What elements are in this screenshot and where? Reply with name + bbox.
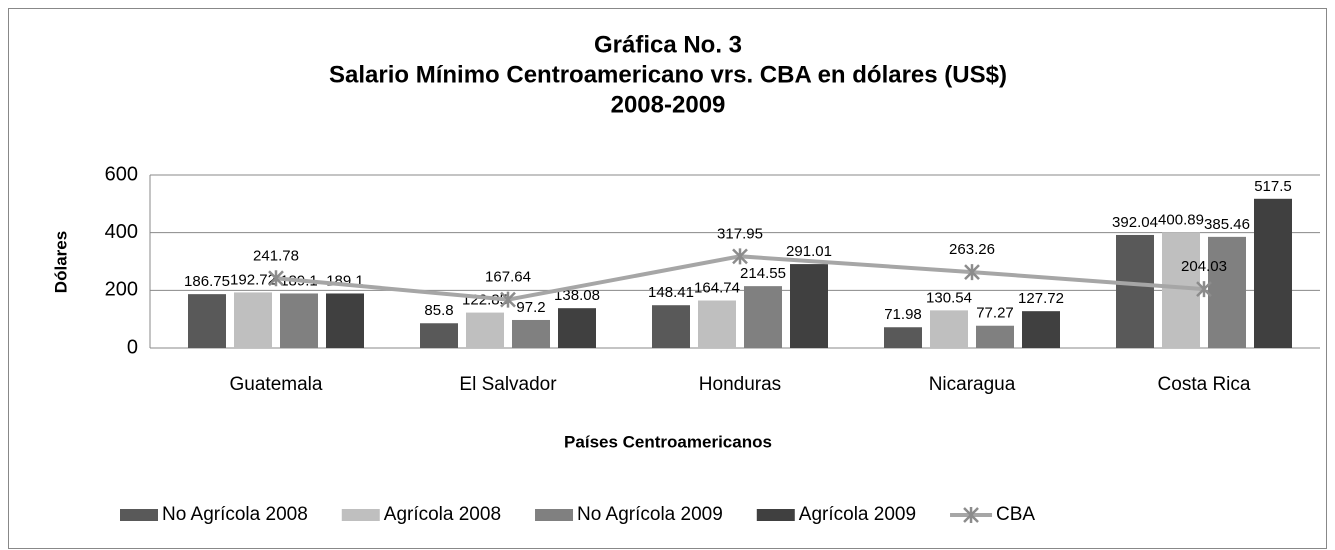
data-label: 138.08 [554, 287, 600, 304]
data-label: 400.89 [1158, 211, 1204, 228]
data-label: 263.26 [949, 241, 995, 258]
x-tick-label: El Salvador [459, 374, 557, 395]
bar [1254, 198, 1292, 348]
legend-label: No Agrícola 2008 [162, 504, 308, 525]
bar [466, 312, 504, 348]
line-marker [732, 248, 748, 265]
data-label: 291.01 [786, 243, 832, 260]
x-tick-label: Guatemala [230, 374, 323, 395]
legend-swatch [341, 509, 380, 521]
bar [1208, 236, 1246, 348]
legend-label: No Agrícola 2009 [577, 504, 723, 525]
line-marker [1196, 281, 1212, 298]
data-label: 517.5 [1254, 178, 1292, 195]
y-tick-label: 0 [127, 336, 138, 358]
y-tick-label: 400 [105, 221, 138, 243]
chart-title: Gráfica No. 3 [594, 31, 742, 58]
bar [1116, 234, 1154, 348]
bar [652, 305, 690, 348]
bar [744, 286, 782, 348]
data-label: 97.2 [516, 299, 545, 316]
bar [1022, 311, 1060, 348]
legend-label: Agrícola 2009 [799, 504, 916, 525]
x-tick-label: Costa Rica [1158, 374, 1251, 395]
bar [420, 323, 458, 348]
data-label: 167.64 [485, 269, 531, 286]
data-label: 385.46 [1204, 216, 1250, 233]
x-tick-label: Nicaragua [929, 374, 1016, 395]
bar [558, 308, 596, 348]
data-label: 71.98 [884, 306, 922, 323]
data-label: 77.27 [976, 305, 1014, 322]
y-tick-label: 600 [105, 163, 138, 185]
data-label: 164.74 [694, 279, 740, 296]
y-tick-label: 200 [105, 279, 138, 301]
data-label: 317.95 [717, 225, 763, 242]
line-marker [963, 507, 979, 523]
line-marker [964, 264, 980, 281]
bar [280, 293, 318, 348]
data-label: 148.41 [648, 284, 694, 301]
data-label: 85.8 [424, 302, 453, 319]
bar [512, 319, 550, 348]
bar [326, 293, 364, 348]
data-label: 204.03 [1181, 258, 1227, 275]
line-marker [268, 270, 284, 287]
data-label: 130.54 [926, 289, 972, 306]
data-label: 127.72 [1018, 290, 1064, 307]
legend-swatch [120, 509, 158, 521]
x-axis-title: Países Centroamericanos [564, 432, 772, 451]
data-label: 186.75 [184, 273, 230, 290]
bar [790, 264, 828, 348]
legend-label: CBA [996, 504, 1035, 525]
x-tick-label: Honduras [699, 374, 781, 395]
data-label: 241.78 [253, 247, 299, 264]
bar [234, 292, 272, 348]
bar [884, 327, 922, 348]
legend-swatch [756, 509, 795, 521]
data-label: 214.55 [740, 265, 786, 282]
data-label: 392.04 [1112, 214, 1158, 231]
data-label: 192.72 [230, 271, 276, 288]
legend-swatch [535, 509, 574, 521]
y-axis-title: Dólares [51, 231, 70, 293]
bar [930, 310, 968, 348]
line-marker [500, 291, 516, 308]
bar [698, 300, 736, 348]
chart-title: 2008-2009 [611, 91, 726, 118]
chart-border [8, 8, 1327, 549]
chart-title: Salario Mínimo Centroamericano vrs. CBA … [329, 61, 1007, 88]
bar [976, 325, 1014, 348]
legend-label: Agrícola 2008 [384, 504, 501, 525]
bar [188, 294, 226, 348]
